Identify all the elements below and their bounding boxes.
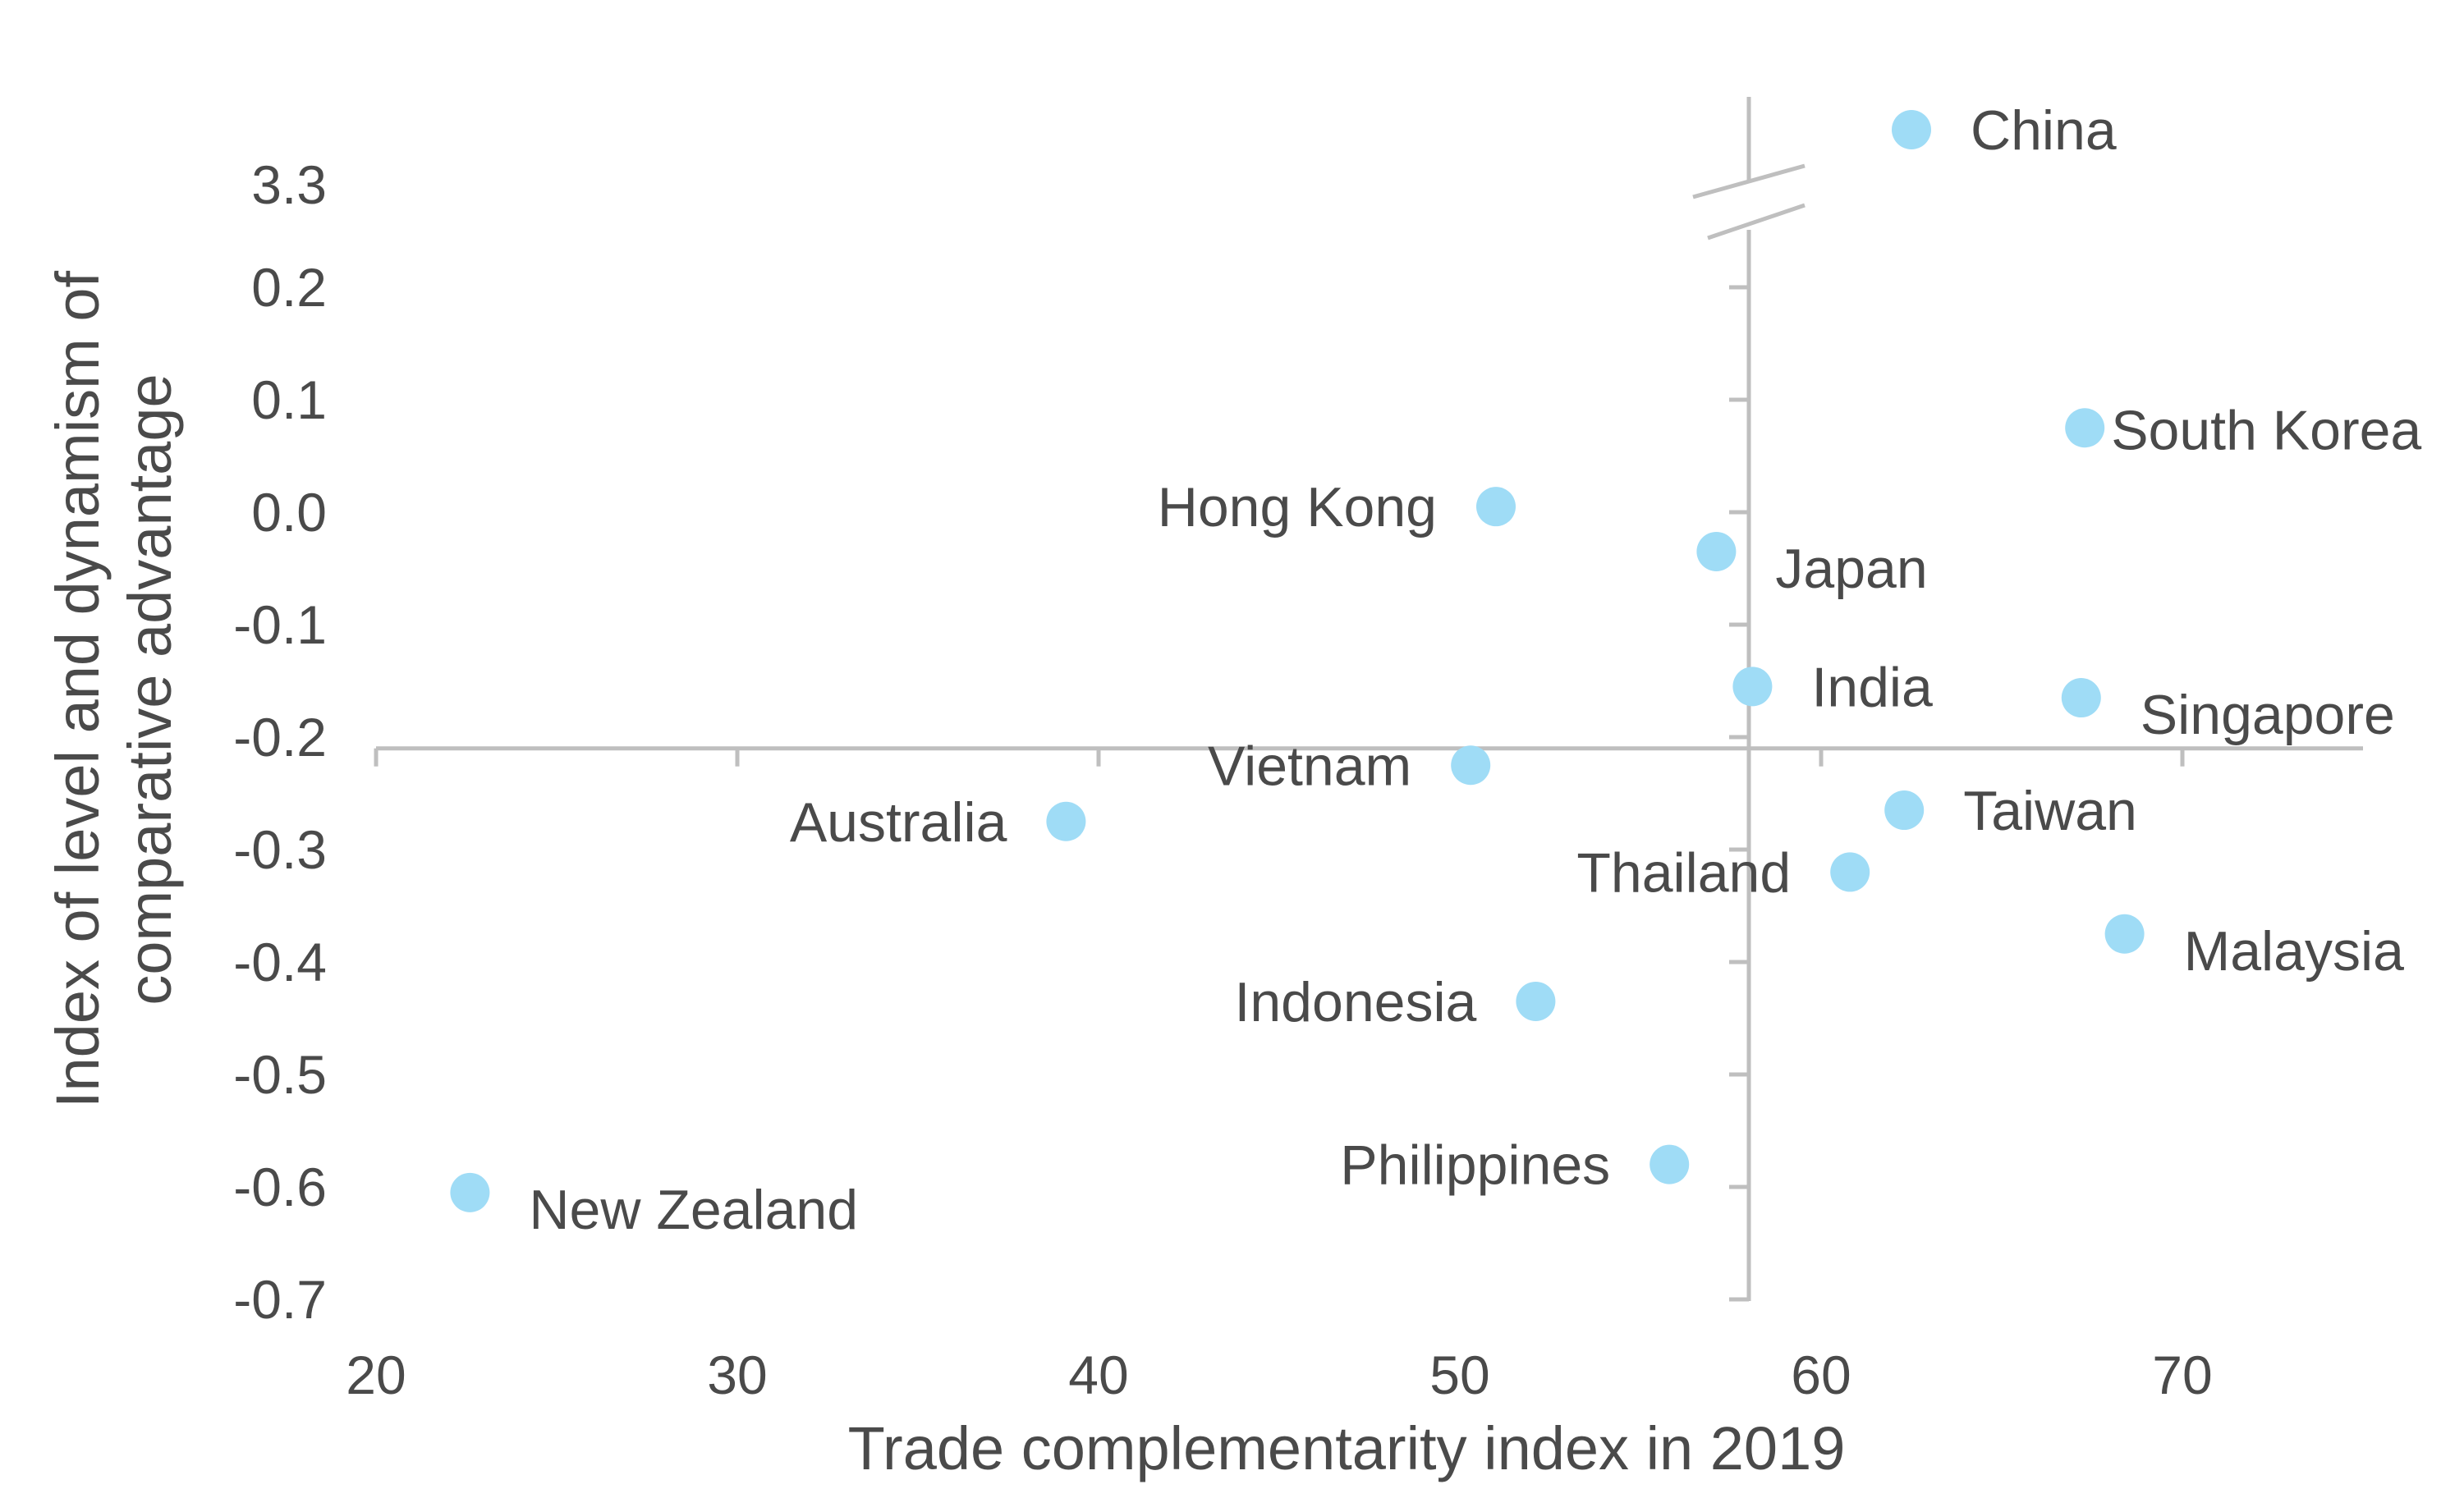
x-tick-label: 50 (1429, 1345, 1489, 1405)
x-tick-label: 70 (2152, 1345, 2212, 1405)
data-point (450, 1172, 490, 1212)
point-label: Indonesia (1234, 971, 1476, 1033)
data-point (2065, 408, 2105, 448)
data-point (1732, 667, 1773, 707)
axis-break-mark (1692, 163, 1806, 199)
data-point (1516, 981, 1556, 1021)
y-axis-title: Index of level and dynamism ofcomparativ… (44, 271, 184, 1109)
point-label: Australia (790, 791, 1007, 854)
y-tick-label: 0.2 (251, 257, 327, 318)
y-tick-label: -0.5 (233, 1044, 327, 1105)
axes-group: 20 30 40 50 60 70 0.2 0.1 0.0 -0.1 -0.2 -0.3 -0.4 -0.… (233, 97, 2363, 1405)
point-label: Japan (1775, 538, 1927, 600)
data-point (1650, 1144, 1690, 1184)
point-label: China (1971, 99, 2117, 162)
x-tick-label: 40 (1068, 1345, 1128, 1405)
y-tick-label: -0.2 (233, 707, 327, 767)
data-point (1451, 745, 1491, 786)
data-point (1046, 801, 1086, 841)
data-point (1696, 531, 1737, 571)
point-label: New Zealand (529, 1179, 858, 1241)
point-labels-group: China South Korea Hong Kong Japan India Singa… (529, 99, 2421, 1241)
data-point (2104, 914, 2145, 954)
x-tick-label: 30 (707, 1345, 767, 1405)
point-label: Thailand (1576, 841, 1791, 904)
x-axis-title: Trade complementarity index in 2019 (848, 1414, 1846, 1482)
y-axis-title-line: comparative advantage (116, 373, 184, 1005)
x-tick-label: 20 (346, 1345, 406, 1405)
y-tick-label: -0.1 (233, 594, 327, 655)
y-tick-label: 0.1 (251, 369, 327, 430)
y-tick-label: -0.3 (233, 819, 327, 880)
point-label: South Korea (2111, 399, 2421, 461)
point-label: Hong Kong (1158, 476, 1437, 538)
y-tick-label: -0.4 (233, 932, 327, 992)
point-label: Taiwan (1963, 780, 2137, 842)
y-axis-title-line: Index of level and dynamism of (44, 271, 112, 1109)
axis-break-mark (1707, 203, 1806, 241)
y-tick-label-break: 3.3 (251, 154, 327, 215)
point-label: Philippines (1340, 1134, 1610, 1197)
data-point (2061, 678, 2101, 718)
points-group (450, 110, 2145, 1212)
data-point (1892, 110, 1931, 149)
point-label: Singapore (2141, 684, 2395, 746)
point-label: Vietnam (1208, 735, 1411, 797)
point-label: Malaysia (2184, 920, 2404, 983)
data-point (1830, 852, 1870, 892)
y-tick-label: 0.0 (251, 482, 327, 543)
point-label: India (1811, 656, 1933, 718)
x-tick-label: 60 (1791, 1345, 1851, 1405)
data-point (1476, 487, 1516, 527)
y-tick-label: -0.6 (233, 1157, 327, 1217)
data-point (1884, 790, 1925, 831)
y-tick-label: -0.7 (233, 1269, 327, 1330)
